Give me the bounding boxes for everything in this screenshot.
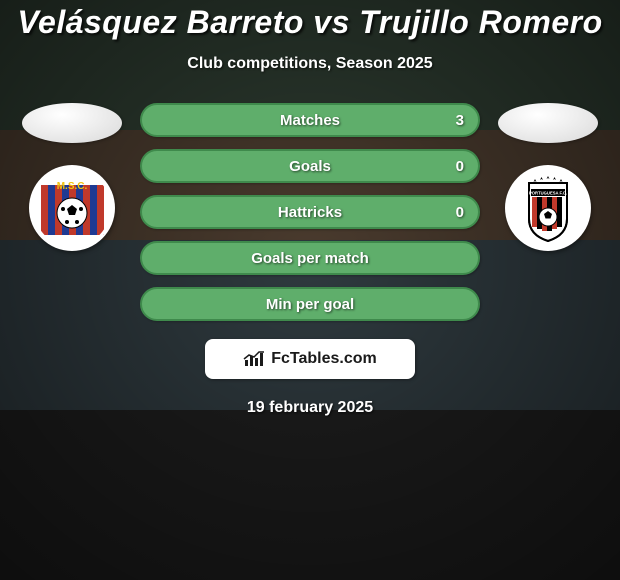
stat-value-right: 0 bbox=[456, 204, 464, 221]
stat-pill-goals: Goals 0 bbox=[140, 149, 480, 183]
branding-badge: FcTables.com bbox=[205, 339, 415, 379]
portuguesa-text: PORTUGUESA F.C. bbox=[529, 191, 567, 196]
stat-value-right: 0 bbox=[456, 158, 464, 175]
stats-list: Matches 3 Goals 0 Hattricks 0 Goals per mat… bbox=[140, 103, 480, 321]
stat-label: Goals per match bbox=[251, 250, 369, 267]
branding-text: FcTables.com bbox=[271, 350, 377, 368]
stat-label: Goals bbox=[289, 158, 331, 175]
stat-label: Hattricks bbox=[278, 204, 342, 221]
club-badge-right: PORTUGUESA F.C. bbox=[505, 165, 591, 251]
stat-label: Matches bbox=[280, 112, 340, 129]
date-text: 19 february 2025 bbox=[247, 399, 373, 417]
stat-pill-mpg: Min per goal bbox=[140, 287, 480, 321]
player-left-avatar bbox=[22, 103, 122, 143]
msc-text: M.S.C. bbox=[57, 181, 88, 192]
chart-icon bbox=[243, 350, 265, 368]
page-title: Velásquez Barreto vs Trujillo Romero bbox=[17, 4, 602, 41]
stat-value-right: 3 bbox=[456, 112, 464, 129]
portuguesa-badge-icon: PORTUGUESA F.C. bbox=[507, 167, 589, 249]
stat-label: Min per goal bbox=[266, 296, 354, 313]
comparison-row: M.S.C. Matches 3 Goals 0 Hattricks 0 Goals … bbox=[0, 103, 620, 321]
stat-pill-matches: Matches 3 bbox=[140, 103, 480, 137]
stat-pill-hattricks: Hattricks 0 bbox=[140, 195, 480, 229]
player-left-column: M.S.C. bbox=[22, 103, 122, 251]
club-badge-left: M.S.C. bbox=[29, 165, 115, 251]
subtitle: Club competitions, Season 2025 bbox=[187, 55, 432, 73]
msc-badge-icon: M.S.C. bbox=[31, 167, 113, 249]
player-right-avatar bbox=[498, 103, 598, 143]
player-right-column: PORTUGUESA F.C. bbox=[498, 103, 598, 251]
stat-pill-gpm: Goals per match bbox=[140, 241, 480, 275]
